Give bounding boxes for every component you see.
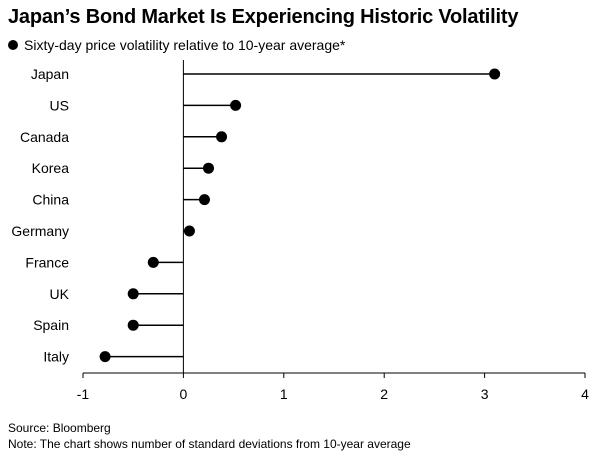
- lollipop-marker: [198, 194, 210, 206]
- category-label: UK: [50, 286, 70, 302]
- x-tick-label: 2: [380, 386, 388, 402]
- category-label: US: [50, 97, 69, 113]
- lollipop-marker: [127, 288, 139, 300]
- category-label: France: [25, 254, 69, 270]
- category-label: Canada: [20, 129, 69, 145]
- x-tick-label: 3: [481, 386, 489, 402]
- footnote: Note: The chart shows number of standard…: [8, 437, 411, 451]
- legend-marker-icon: [8, 40, 18, 50]
- x-tick-label: 0: [180, 386, 188, 402]
- category-label: Korea: [32, 160, 70, 176]
- lollipop-marker: [203, 162, 214, 174]
- category-label: Japan: [31, 66, 69, 82]
- lollipop-marker: [216, 131, 228, 143]
- x-tick-label: 4: [581, 386, 589, 402]
- category-label: Germany: [11, 223, 69, 239]
- chart-title: Japan’s Bond Market Is Experiencing Hist…: [8, 6, 519, 28]
- lollipop-marker: [147, 256, 159, 268]
- category-label: China: [32, 192, 69, 208]
- lollipop-marker: [489, 68, 501, 80]
- source-note: Source: Bloomberg: [8, 421, 111, 435]
- legend-label: Sixty-day price volatility relative to 1…: [24, 37, 346, 53]
- x-tick-label: 1: [280, 386, 288, 402]
- lollipop-marker: [183, 225, 195, 237]
- category-label: Spain: [33, 317, 69, 333]
- x-tick-label: -1: [77, 386, 90, 402]
- lollipop-marker: [99, 351, 111, 363]
- category-label: Italy: [43, 349, 69, 365]
- lollipop-marker: [127, 319, 139, 331]
- chart-legend: Sixty-day price volatility relative to 1…: [8, 37, 345, 53]
- lollipop-marker: [230, 99, 242, 111]
